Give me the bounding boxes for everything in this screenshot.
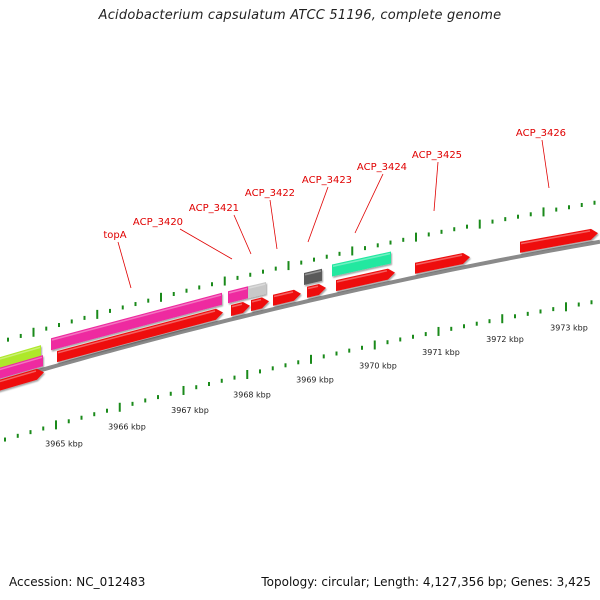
cds-arrow-acp3423-highlight (307, 285, 319, 290)
scale-tick-label: 3970 kbp (359, 361, 397, 370)
cds-arrow-acp3421 (251, 297, 269, 312)
callout-leader-line (354, 173, 384, 234)
scale-tick-label: 3971 kbp (422, 348, 460, 357)
scale-tick-label: 3967 kbp (171, 406, 209, 415)
scale-tick-label: 3969 kbp (296, 375, 334, 384)
backbone-line (0, 239, 600, 384)
gene-block-pink-acp3420 (228, 286, 248, 304)
gene-label: ACP_3426 (516, 128, 566, 139)
accession-text: Accession: NC_012483 (9, 575, 146, 589)
scale-tick-label: 3972 kbp (486, 335, 524, 344)
cds-arrow-acp3426 (520, 228, 598, 253)
cds-arrow-acp3424-highlight (336, 270, 388, 283)
callout-leader-line (233, 214, 252, 255)
callout-leader-line (307, 186, 329, 243)
cds-arrow-acp3420 (231, 302, 250, 316)
cds-arrow-acp3425-highlight (415, 254, 463, 266)
gene-label: ACP_3422 (245, 188, 295, 199)
cds-arrow-acp3421-highlight (251, 298, 262, 303)
gene-block-dark-acp3423-highlight (304, 270, 322, 276)
gene-block-pink-topA-highlight (51, 294, 222, 341)
map-title: Acidobacterium capsulatum ATCC 51196, co… (98, 8, 502, 23)
gene-block-lime-highlight (0, 346, 41, 360)
gene-label: ACP_3423 (302, 175, 352, 186)
cds-arrow-acp3425 (415, 253, 470, 274)
scale-tick-label: 3965 kbp (45, 440, 83, 449)
gene-block-pink-acp3420-highlight (228, 287, 248, 294)
cds-arrow-acp3422 (273, 289, 301, 306)
scale-tick-label: 3968 kbp (233, 390, 271, 399)
gene-block-gray-acp3421-highlight (248, 283, 266, 289)
callout-leader-line (179, 228, 233, 260)
cds-arrow-topA (57, 308, 223, 363)
gene-block-teal-acp3424 (332, 251, 391, 277)
callout-leader-line (541, 139, 550, 189)
genome-summary: Topology: circular; Length: 4,127,356 bp… (261, 575, 591, 589)
cds-arrow-acp3424 (336, 268, 395, 292)
callout-leader-line (269, 199, 278, 250)
gene-callouts: topA ACP_3420 ACP_3421 ACP_3422 ACP_3423 ACP_… (103, 128, 566, 289)
callout-leader-line (433, 161, 439, 212)
scale-ticks (4, 200, 596, 442)
cds-block-pink-left-highlight (0, 356, 43, 371)
cds-arrow-acp3426-highlight (520, 230, 591, 245)
gene-block-lime (0, 345, 41, 370)
cds-arrow-topA-highlight (57, 310, 216, 354)
scale-labels: 3965 kbp 3966 kbp 3967 kbp 3968 kbp 3969 kbp… (45, 323, 588, 448)
gene-block-gray-acp3421 (248, 282, 266, 299)
cds-arrow-left (0, 368, 44, 391)
cds-arrow-acp3420-highlight (231, 303, 243, 308)
gene-label: topA (103, 230, 126, 241)
gene-label: ACP_3424 (357, 162, 407, 173)
feature-track (0, 228, 598, 391)
gene-label: ACP_3420 (133, 217, 183, 228)
cds-arrow-left-highlight (0, 370, 37, 383)
gene-block-pink-topA (51, 292, 222, 351)
cds-arrow-acp3423 (307, 284, 326, 298)
scale-tick-label: 3966 kbp (108, 422, 146, 431)
gene-label: ACP_3425 (412, 150, 462, 161)
cds-arrow-acp3422-highlight (273, 291, 294, 298)
callout-leader-line (117, 241, 132, 289)
gene-block-teal-acp3424-highlight (332, 252, 391, 268)
gene-label: ACP_3421 (189, 203, 239, 214)
gene-block-dark-acp3423 (304, 268, 322, 285)
scale-tick-label: 3973 kbp (550, 323, 588, 332)
genome-backbone (0, 239, 600, 384)
cds-block-pink-left (0, 355, 43, 379)
